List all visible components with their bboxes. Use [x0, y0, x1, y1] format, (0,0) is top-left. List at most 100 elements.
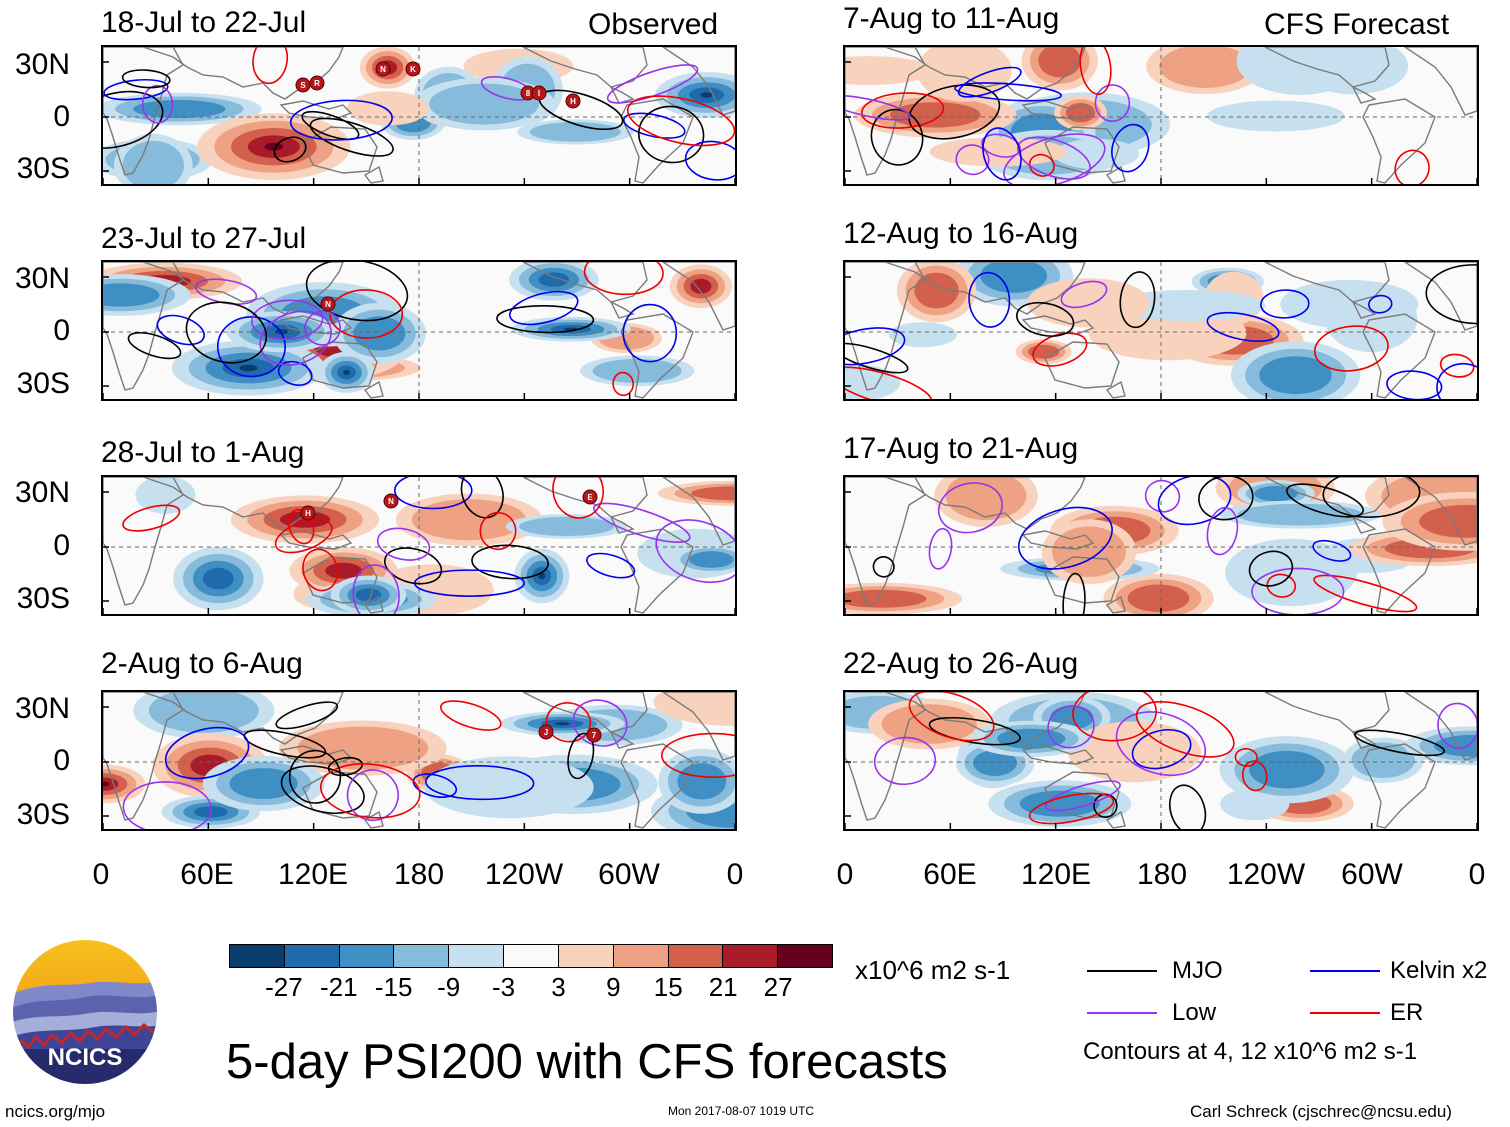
svg-text:H: H — [305, 509, 311, 518]
lat-label-eq: 0 — [53, 529, 70, 562]
storm-marker-icon: H — [300, 505, 316, 521]
panel-title: 17-Aug to 21-Aug — [843, 432, 1079, 465]
footer-credit: Carl Schreck (cjschrec@ncsu.edu) — [1190, 1102, 1452, 1121]
colorbar-label: 21 — [708, 972, 738, 1002]
lat-label-30s: 30S — [16, 367, 70, 400]
storm-marker-icon: E — [582, 489, 598, 505]
storm-marker-icon: 7 — [586, 727, 602, 743]
storm-marker-icon: R — [309, 75, 325, 91]
lon-label: 180 — [393, 858, 445, 891]
legend-label-mjo: MJO — [1172, 957, 1223, 984]
lon-label: 0 — [836, 858, 854, 891]
panel-title: 2-Aug to 6-Aug — [101, 647, 303, 680]
map-panel-forecast-2 — [843, 260, 1479, 401]
storm-marker-icon: N — [320, 296, 336, 312]
storm-marker-icon: H — [565, 93, 581, 109]
storm-marker-icon: S — [295, 77, 311, 93]
logo-text: NCICS — [48, 1044, 123, 1071]
storm-marker-icon: K — [405, 61, 421, 77]
svg-text:H: H — [570, 97, 576, 106]
lat-label-eq: 0 — [53, 314, 70, 347]
svg-text:N: N — [388, 497, 394, 506]
storm-marker-icon: N — [375, 61, 391, 77]
legend-line-mjo — [1087, 970, 1157, 972]
lon-label: 60E — [923, 858, 977, 891]
panel-title: 7-Aug to 11-Aug — [843, 2, 1060, 35]
storm-marker-icon: N — [383, 493, 399, 509]
lat-label-30s: 30S — [16, 582, 70, 615]
footer-url[interactable]: ncics.org/mjo — [5, 1102, 106, 1121]
lon-label: 60E — [180, 858, 234, 891]
colorbar-swatch — [778, 945, 832, 967]
lon-label: 60W — [598, 858, 660, 891]
panel-title: 18-Jul to 22-Jul — [101, 6, 307, 39]
colorbar-swatch — [558, 945, 614, 967]
colorbar-swatch — [723, 945, 779, 967]
colorbar-label: -27 — [265, 972, 303, 1002]
lon-label: 180 — [1136, 858, 1188, 891]
svg-text:N: N — [380, 65, 386, 74]
forecast-label: CFS Forecast — [1264, 8, 1450, 41]
lon-label: 0 — [726, 858, 744, 891]
colorbar-label: -15 — [374, 972, 413, 1002]
lat-label-30n: 30N — [14, 48, 70, 81]
svg-text:N: N — [325, 300, 331, 309]
svg-text:S: S — [300, 81, 306, 90]
legend-label-er: ER — [1390, 999, 1424, 1026]
lat-label-30n: 30N — [14, 476, 70, 509]
lon-label: 120E — [277, 858, 349, 891]
svg-text:E: E — [587, 493, 593, 502]
lat-label-eq: 0 — [53, 100, 70, 133]
storm-marker-icon: J — [538, 724, 554, 740]
panel-title: 22-Aug to 26-Aug — [843, 647, 1079, 680]
map-panel-observed-2: N — [101, 260, 737, 401]
lat-label-30n: 30N — [14, 692, 70, 725]
svg-text:8: 8 — [526, 89, 531, 98]
panel-title: 28-Jul to 1-Aug — [101, 436, 305, 469]
lon-label: 0 — [1468, 858, 1486, 891]
colorbar-label: 27 — [763, 972, 793, 1002]
svg-text:J: J — [544, 728, 548, 737]
map-panel-forecast-4 — [843, 690, 1479, 831]
colorbar-label: -21 — [320, 972, 358, 1002]
legend-line-low — [1087, 1012, 1157, 1014]
main-title: 5-day PSI200 with CFS forecasts — [226, 1035, 948, 1089]
contours-note: Contours at 4, 12 x10^6 m2 s-1 — [1083, 1038, 1418, 1065]
colorbar-swatch — [613, 945, 669, 967]
legend-line-er — [1310, 1012, 1380, 1014]
colorbar-label: 9 — [606, 972, 621, 1002]
panel-title: 23-Jul to 27-Jul — [101, 222, 307, 255]
svg-text:I: I — [538, 89, 540, 98]
colorbar-swatch — [339, 945, 395, 967]
colorbar — [229, 944, 833, 968]
lon-label: 120W — [484, 858, 564, 891]
map-panel-forecast-3 — [843, 475, 1479, 616]
footer-timestamp: Mon 2017-08-07 1019 UTC — [668, 1104, 815, 1118]
svg-text:7: 7 — [592, 731, 597, 740]
legend-line-kelvin — [1310, 970, 1380, 972]
legend-label-kelvin: Kelvin x2 — [1390, 957, 1488, 984]
colorbar-label: 15 — [653, 972, 683, 1002]
map-panel-forecast-1 — [843, 45, 1479, 186]
colorbar-label: 3 — [551, 972, 566, 1002]
panel-title: 12-Aug to 16-Aug — [843, 217, 1079, 250]
map-panel-observed-3: H N E — [101, 475, 737, 616]
svg-text:R: R — [314, 79, 320, 88]
lat-label-30n: 30N — [14, 262, 70, 295]
colorbar-swatch — [230, 945, 285, 967]
svg-text:K: K — [410, 65, 416, 74]
colorbar-swatch — [284, 945, 340, 967]
colorbar-swatch — [668, 945, 724, 967]
colorbar-label: -9 — [437, 972, 461, 1002]
storm-marker-icon: I — [531, 85, 547, 101]
colorbar-swatch — [449, 945, 505, 967]
colorbar-swatch — [394, 945, 450, 967]
lon-label: 60W — [1341, 858, 1403, 891]
colorbar-label: -3 — [491, 972, 516, 1002]
lon-label: 120E — [1020, 858, 1092, 891]
colorbar-units: x10^6 m2 s-1 — [855, 955, 1011, 985]
lat-label-30s: 30S — [16, 798, 70, 831]
ncics-logo[interactable]: NCICS — [10, 937, 160, 1087]
